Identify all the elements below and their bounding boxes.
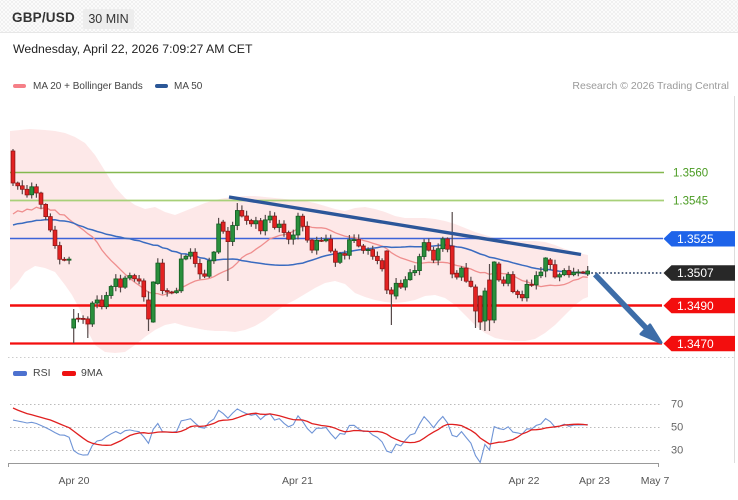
svg-text:1.3470: 1.3470 [677, 337, 714, 351]
svg-text:70: 70 [671, 399, 683, 411]
svg-text:Apr 20: Apr 20 [59, 475, 90, 487]
svg-text:May 7: May 7 [641, 475, 670, 487]
svg-text:50: 50 [671, 422, 683, 434]
svg-text:Apr 22: Apr 22 [509, 475, 540, 487]
svg-text:30: 30 [671, 445, 683, 457]
svg-text:1.3545: 1.3545 [673, 196, 708, 208]
svg-text:Apr 21: Apr 21 [282, 475, 313, 487]
svg-text:1.3560: 1.3560 [673, 168, 708, 180]
svg-text:1.3490: 1.3490 [677, 299, 714, 313]
svg-text:Apr 23: Apr 23 [579, 475, 610, 487]
svg-text:1.3525: 1.3525 [677, 232, 714, 246]
svg-text:1.3507: 1.3507 [677, 266, 714, 280]
